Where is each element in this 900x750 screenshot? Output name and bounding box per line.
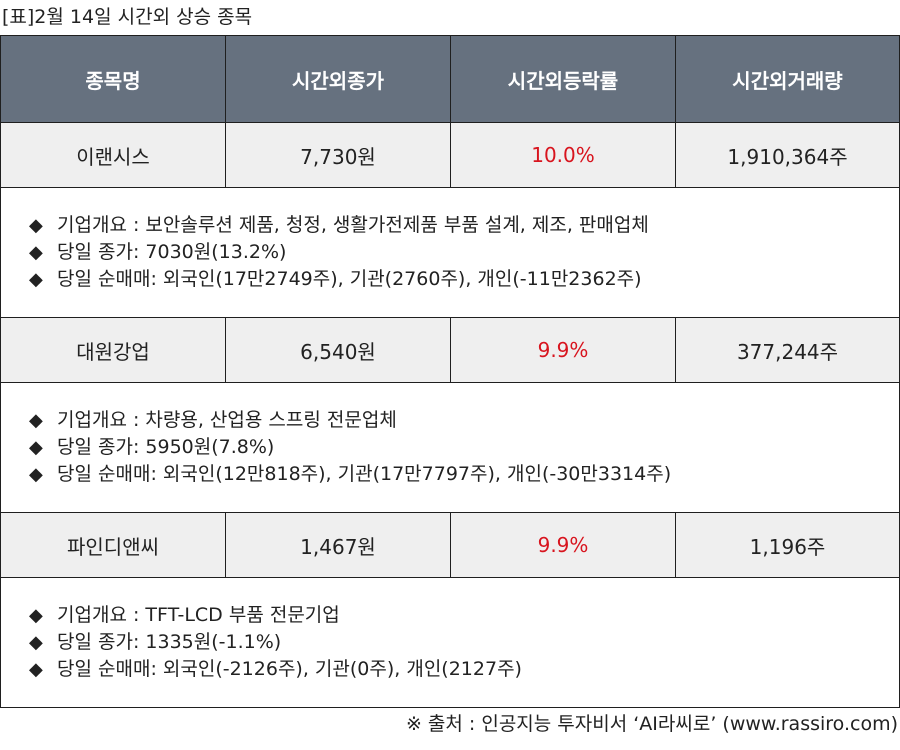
stock-detail-row: ◆ 기업개요 : 보안솔루션 제품, 청정, 생활가전제품 부품 설계, 제조, …: [0, 187, 900, 318]
company-overview: ◆ 기업개요 : 차량용, 산업용 스프링 전문업체: [29, 407, 899, 434]
header-close-price: 시간외종가: [225, 35, 451, 123]
volume: 1,910,364주: [675, 122, 900, 188]
diamond-bullet-icon: ◆: [29, 659, 43, 680]
diamond-bullet-icon: ◆: [29, 269, 43, 290]
stock-row: 대원강업 6,540원 9.9% 377,244주: [0, 317, 900, 383]
stock-detail-cell: ◆ 기업개요 : 보안솔루션 제품, 청정, 생활가전제품 부품 설계, 제조, …: [0, 187, 900, 318]
stock-detail-row: ◆ 기업개요 : 차량용, 산업용 스프링 전문업체 ◆ 당일 종가: 5950원(…: [0, 382, 900, 513]
net-trading-text: 당일 순매매: 외국인(-2126주), 기관(0주), 개인(2127주): [57, 658, 522, 680]
change-rate: 9.9%: [450, 512, 676, 578]
net-trading-text: 당일 순매매: 외국인(12만818주), 기관(17만7797주), 개인(-…: [57, 463, 672, 485]
header-volume: 시간외거래량: [675, 35, 900, 123]
diamond-bullet-icon: ◆: [29, 437, 43, 458]
diamond-bullet-icon: ◆: [29, 215, 43, 236]
day-close: ◆ 당일 종가: 1335원(-1.1%): [29, 629, 899, 656]
day-close-text: 당일 종가: 7030원(13.2%): [57, 241, 287, 263]
company-overview: ◆ 기업개요 : TFT-LCD 부품 전문기업: [29, 602, 899, 629]
day-close-text: 당일 종가: 1335원(-1.1%): [57, 631, 282, 653]
close-price: 1,467원: [225, 512, 451, 578]
day-close-text: 당일 종가: 5950원(7.8%): [57, 436, 275, 458]
diamond-bullet-icon: ◆: [29, 605, 43, 626]
net-trading: ◆ 당일 순매매: 외국인(17만2749주), 기관(2760주), 개인(-1…: [29, 266, 899, 293]
diamond-bullet-icon: ◆: [29, 242, 43, 263]
close-price: 7,730원: [225, 122, 451, 188]
net-trading: ◆ 당일 순매매: 외국인(12만818주), 기관(17만7797주), 개인(…: [29, 461, 899, 488]
stock-row: 이랜시스 7,730원 10.0% 1,910,364주: [0, 122, 900, 188]
company-overview-text: 기업개요 : 보안솔루션 제품, 청정, 생활가전제품 부품 설계, 제조, 판…: [57, 214, 649, 236]
stock-table: 종목명 시간외종가 시간외등락률 시간외거래량 이랜시스 7,730원 10.0…: [0, 35, 900, 708]
stock-name: 파인디앤씨: [0, 512, 226, 578]
stock-name: 이랜시스: [0, 122, 226, 188]
day-close: ◆ 당일 종가: 5950원(7.8%): [29, 434, 899, 461]
table-header-row: 종목명 시간외종가 시간외등락률 시간외거래량: [0, 35, 900, 123]
header-stock-name: 종목명: [0, 35, 226, 123]
net-trading-text: 당일 순매매: 외국인(17만2749주), 기관(2760주), 개인(-11…: [57, 268, 642, 290]
diamond-bullet-icon: ◆: [29, 410, 43, 431]
stock-detail-row: ◆ 기업개요 : TFT-LCD 부품 전문기업 ◆ 당일 종가: 1335원(-1…: [0, 577, 900, 708]
change-rate: 9.9%: [450, 317, 676, 383]
change-rate: 10.0%: [450, 122, 676, 188]
day-close: ◆ 당일 종가: 7030원(13.2%): [29, 239, 899, 266]
stock-detail-cell: ◆ 기업개요 : 차량용, 산업용 스프링 전문업체 ◆ 당일 종가: 5950원(…: [0, 382, 900, 513]
volume: 1,196주: [675, 512, 900, 578]
net-trading: ◆ 당일 순매매: 외국인(-2126주), 기관(0주), 개인(2127주): [29, 656, 899, 683]
source-note: ※ 출처 : 인공지능 투자비서 ‘AI라씨로’ (www.rassiro.co…: [405, 713, 898, 735]
table-title: [표]2월 14일 시간외 상승 종목: [2, 6, 253, 28]
stock-name: 대원강업: [0, 317, 226, 383]
header-change-rate: 시간외등락률: [450, 35, 676, 123]
company-overview-text: 기업개요 : TFT-LCD 부품 전문기업: [57, 604, 340, 626]
company-overview-text: 기업개요 : 차량용, 산업용 스프링 전문업체: [57, 409, 397, 431]
diamond-bullet-icon: ◆: [29, 632, 43, 653]
diamond-bullet-icon: ◆: [29, 464, 43, 485]
company-overview: ◆ 기업개요 : 보안솔루션 제품, 청정, 생활가전제품 부품 설계, 제조, …: [29, 212, 899, 239]
stock-detail-cell: ◆ 기업개요 : TFT-LCD 부품 전문기업 ◆ 당일 종가: 1335원(-1…: [0, 577, 900, 708]
close-price: 6,540원: [225, 317, 451, 383]
volume: 377,244주: [675, 317, 900, 383]
stock-row: 파인디앤씨 1,467원 9.9% 1,196주: [0, 512, 900, 578]
